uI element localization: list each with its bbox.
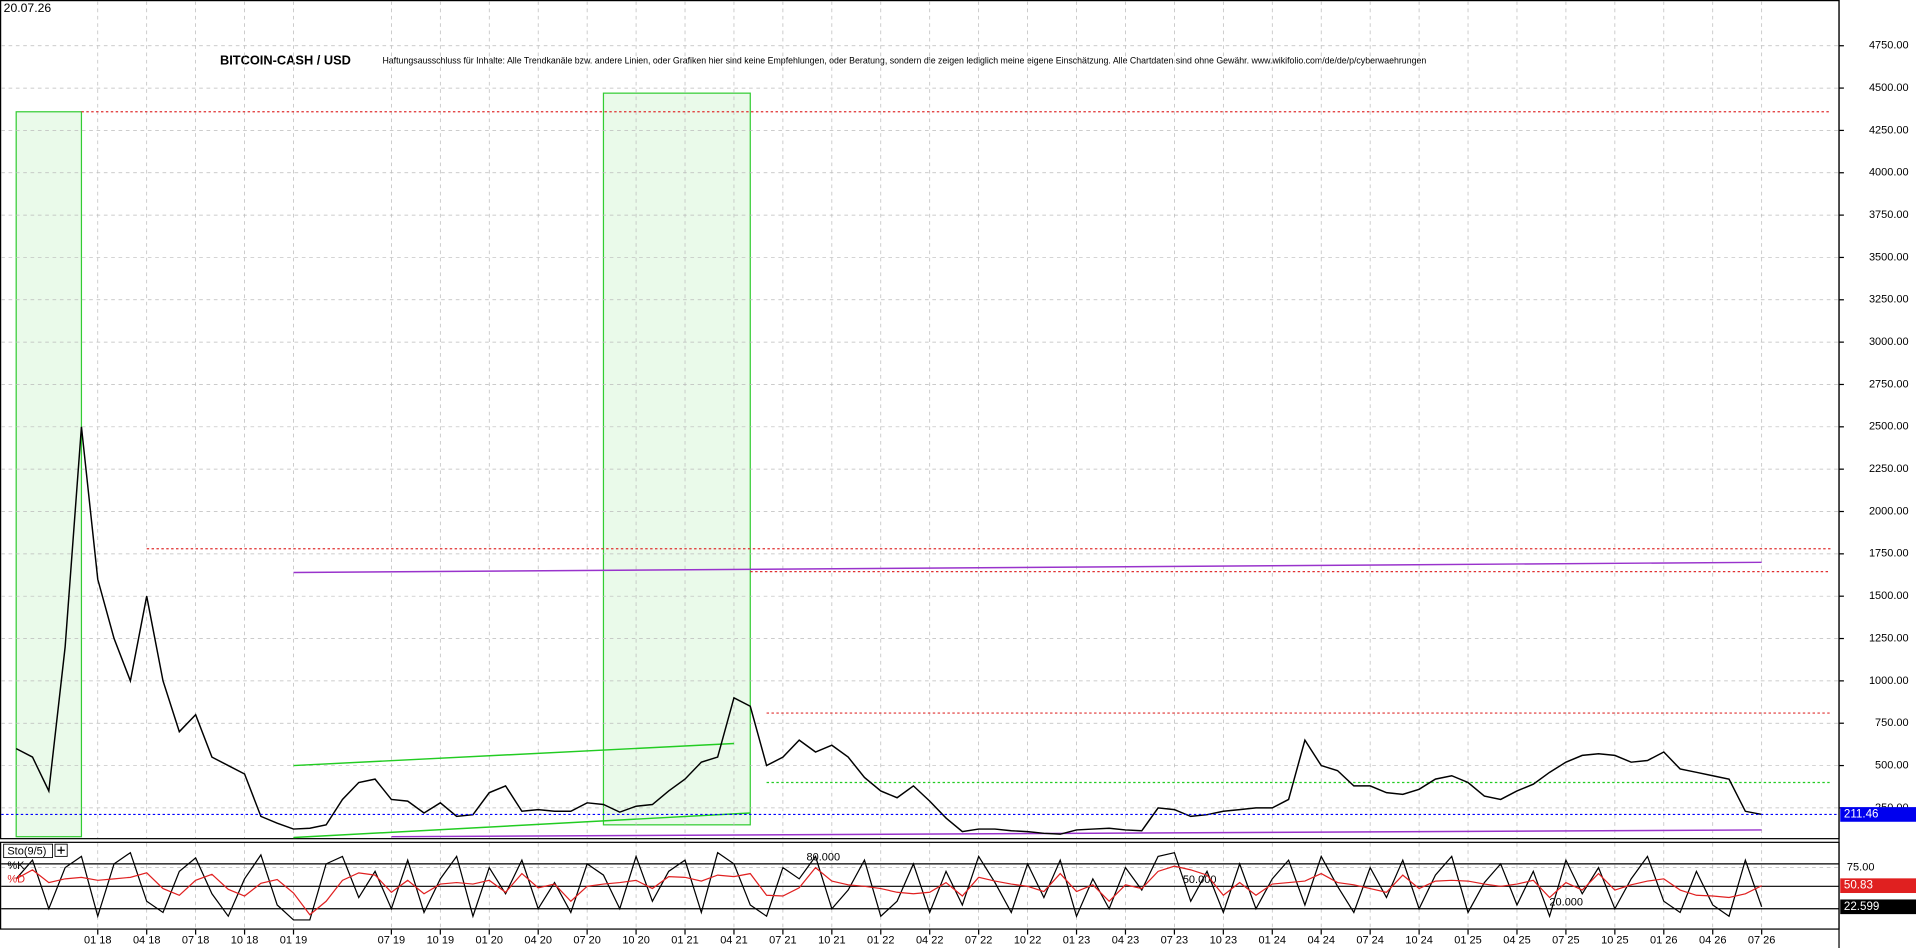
level-label: 80.000 xyxy=(806,852,840,864)
x-tick-label: 07 23 xyxy=(1161,935,1189,947)
y-tick-label: 3250.00 xyxy=(1869,294,1909,306)
trend-line xyxy=(293,812,751,839)
x-tick-label: 07 21 xyxy=(769,935,797,947)
x-tick-label: 10 18 xyxy=(231,935,259,947)
y-tick-label: 1750.00 xyxy=(1869,548,1909,560)
x-tick-label: 01 22 xyxy=(867,935,895,947)
zone xyxy=(602,92,751,826)
y-tick-label: 2250.00 xyxy=(1869,463,1909,475)
x-tick-label: 10 25 xyxy=(1601,935,1629,947)
x-tick-label: 01 24 xyxy=(1259,935,1287,947)
x-tick-label: 07 25 xyxy=(1552,935,1580,947)
x-tick-label: 01 20 xyxy=(476,935,504,947)
value-tag-label: 22.599 xyxy=(1844,900,1879,913)
value-tag xyxy=(1840,899,1916,915)
data-line xyxy=(15,865,1762,916)
legend-entry: %K xyxy=(7,860,25,872)
x-tick-label: 10 23 xyxy=(1210,935,1238,947)
y-tick-label: 500.00 xyxy=(1875,759,1909,771)
x-tick-label: 01 25 xyxy=(1454,935,1482,947)
x-tick-label: 01 23 xyxy=(1063,935,1091,947)
x-tick-label: 04 25 xyxy=(1503,935,1531,947)
x-tick-label: 07 24 xyxy=(1356,935,1384,947)
x-tick-label: 01 21 xyxy=(671,935,699,947)
date-stamp: 20.07.26 xyxy=(4,1,52,15)
indicator-box xyxy=(3,843,53,859)
y-tick-label: 2750.00 xyxy=(1869,378,1909,390)
x-tick-label: 04 21 xyxy=(720,935,748,947)
zone xyxy=(15,111,83,838)
x-tick-label: 10 21 xyxy=(818,935,846,947)
x-tick-label: 07 26 xyxy=(1748,935,1776,947)
x-tick-label: 04 26 xyxy=(1699,935,1727,947)
disclaimer: Haftungsausschluss für Inhalte: Alle Tre… xyxy=(382,55,1426,65)
y-tick-label: 75.00 xyxy=(1847,862,1875,874)
level-label: 20.000 xyxy=(1549,897,1583,909)
x-tick-label: 01 19 xyxy=(280,935,308,947)
y-tick-label: 3750.00 xyxy=(1869,209,1909,221)
y-tick-label: 2000.00 xyxy=(1869,505,1909,517)
x-tick-label: 10 22 xyxy=(1014,935,1042,947)
x-tick-label: 07 19 xyxy=(378,935,406,947)
chart-title: BITCOIN-CASH / USD xyxy=(220,52,351,67)
x-tick-label: 01 26 xyxy=(1650,935,1678,947)
plus-icon xyxy=(57,846,65,854)
trend-line xyxy=(293,742,734,767)
y-tick-label: 1250.00 xyxy=(1869,632,1909,644)
x-tick-label: 07 20 xyxy=(573,935,601,947)
y-tick-label: 4750.00 xyxy=(1869,40,1909,52)
legend-entry: %D xyxy=(7,873,25,885)
y-tick-label: 3000.00 xyxy=(1869,336,1909,348)
y-tick-label: 4000.00 xyxy=(1869,167,1909,179)
x-tick-label: 10 19 xyxy=(427,935,455,947)
x-tick-label: 10 24 xyxy=(1405,935,1433,947)
data-line xyxy=(15,851,1763,921)
data-line xyxy=(15,426,1762,835)
x-tick-label: 04 24 xyxy=(1307,935,1335,947)
y-tick-label: 4500.00 xyxy=(1869,82,1909,94)
y-tick-label: 1500.00 xyxy=(1869,590,1909,602)
y-tick-label: 2500.00 xyxy=(1869,421,1909,433)
y-tick-label: 1000.00 xyxy=(1869,675,1909,687)
indicator-title: Sto(9/5) xyxy=(7,845,46,857)
price-tag-label: 211.46 xyxy=(1844,807,1879,820)
x-tick-label: 04 22 xyxy=(916,935,944,947)
x-tick-label: 04 18 xyxy=(133,935,161,947)
x-tick-label: 07 18 xyxy=(182,935,210,947)
x-tick-label: 04 23 xyxy=(1112,935,1140,947)
y-tick-label: 750.00 xyxy=(1875,717,1909,729)
value-tag xyxy=(1840,878,1916,894)
y-tick-label: 3500.00 xyxy=(1869,251,1909,263)
value-tag-label: 50.83 xyxy=(1844,879,1873,892)
trend-line xyxy=(293,561,1762,574)
x-tick-label: 04 20 xyxy=(524,935,552,947)
x-tick-label: 10 20 xyxy=(622,935,650,947)
y-tick-label: 4250.00 xyxy=(1869,124,1909,136)
price-tag xyxy=(1840,807,1916,822)
trend-line xyxy=(391,829,1762,838)
x-tick-label: 07 22 xyxy=(965,935,993,947)
x-tick-label: 01 18 xyxy=(84,935,112,947)
level-label: 50.000 xyxy=(1183,874,1217,886)
